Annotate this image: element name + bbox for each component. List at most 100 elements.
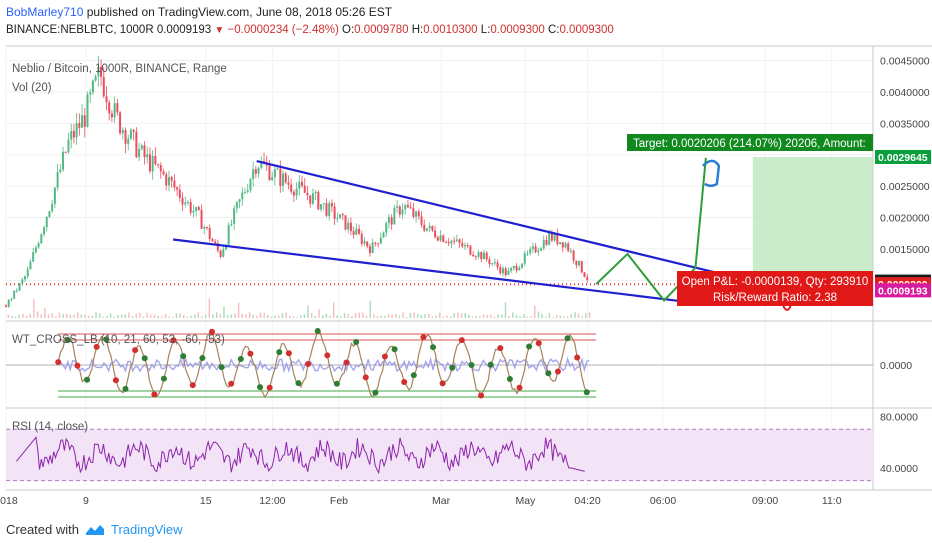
volume-label: Vol (20) [12,82,52,94]
volume-bar [33,299,35,318]
wt-cross-dot [314,328,321,335]
volume-bar [497,314,499,318]
volume-bar [11,315,13,318]
volume-bar [428,313,430,318]
candle-body [510,268,513,271]
candle-body [257,167,260,174]
volume-bar [351,316,353,318]
rsi-tick-label: 40.0000 [880,463,918,475]
wt-cross-dot [189,382,196,389]
candle-body [512,266,515,269]
candle-body [64,151,67,153]
candle-body [550,232,553,241]
tradingview-link[interactable]: TradingView [110,522,183,537]
candle-body [48,211,51,217]
price-badge: 0.0009193 [875,283,931,298]
volume-bar [380,315,382,318]
volume-bar [259,312,262,318]
publish-line: BobMarley710 published on TradingView.co… [6,5,392,19]
price-badge-box [875,149,931,164]
candle-body [94,76,97,81]
candle-body [282,173,285,186]
pnl-text: Open P&L: -0.0000139, Qty: 293910 [682,276,869,288]
candle-body [586,276,589,280]
candle-body [374,242,377,244]
wt-cross-dot [247,350,254,357]
volume-bar [336,315,339,318]
volume-bar [581,316,583,318]
volume-bar [501,314,503,318]
candle-body [7,299,10,307]
candle-body [45,216,48,228]
candle-body [341,214,344,216]
candle-body [477,252,480,257]
volume-bar [376,316,379,318]
volume-bar [73,314,75,318]
candle-body [507,270,510,275]
price-tick-label: 0.0035000 [880,118,930,130]
volume-bar [420,315,423,318]
volume-bar [577,313,580,318]
volume-bar [566,316,569,318]
candle-body [442,235,445,242]
candle-body [105,96,108,103]
candle-body [170,177,173,181]
candle-body [493,262,496,264]
candle-body [70,131,73,140]
volume-bar [256,315,258,318]
price-badge-box [875,283,931,298]
candle-body [472,254,475,257]
volume-bar [365,315,368,318]
author-link[interactable]: BobMarley710 [6,5,84,19]
candle-body [561,242,564,248]
high-value: 0.0010300 [423,24,478,36]
volume-bar [384,315,386,318]
volume-bar [212,314,214,318]
candle-body [78,123,81,128]
candle-body [211,239,214,242]
volume-bar [248,312,251,318]
volume-bar [559,315,562,318]
candle-body [482,252,485,260]
candle-body [165,174,168,186]
volume-bar [139,312,141,318]
candle-body [129,129,132,139]
wt-cross-dot [228,380,235,387]
pnl-box[interactable]: Open P&L: -0.0000139, Qty: 293910 Risk/R… [677,271,873,306]
candle-body [97,66,100,77]
drawings[interactable] [172,157,792,311]
target-box[interactable]: Target: 0.0020206 (214.07%) 20206, Amoun… [627,134,873,151]
volume-bar [504,302,507,318]
volume-bar [585,313,587,318]
candle-body [186,201,189,203]
candle-body [309,195,312,204]
volume-bar [545,316,547,318]
volume-bar [29,314,31,318]
volume-bar [109,313,112,318]
volume-bar [197,312,200,318]
candle-body [336,218,339,220]
wt-cross-dot [420,334,427,341]
candle-body [279,168,282,186]
price-badge-text: 0.0009193 [878,285,928,297]
volume-bar [343,313,346,318]
candle-body [325,203,328,216]
candle-body [200,209,203,229]
candle-body [83,115,86,127]
volume-bar [347,313,349,318]
volume-bar [263,312,265,318]
volume-bar [215,312,218,318]
candle-body [569,250,572,252]
volume-bar [153,314,156,318]
volume-bar [278,315,280,318]
volume-bar [285,312,287,318]
volume-bar [201,316,203,318]
candle-body [349,222,352,232]
wt-cross-dot [74,362,81,369]
candle-body [252,169,255,180]
wt-cross-dot [343,359,350,366]
volume-bar [438,312,441,318]
volume-bar [77,312,79,318]
price-badge: 0.0029645 [875,149,931,164]
